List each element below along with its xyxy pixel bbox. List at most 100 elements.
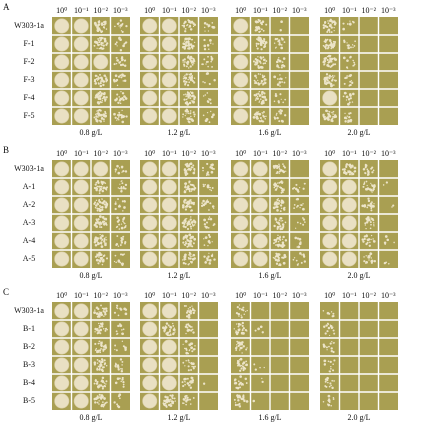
dilution-label: 10⁻² [93, 149, 108, 158]
colony [187, 40, 190, 44]
colony [257, 25, 260, 29]
colony [167, 396, 169, 398]
colony [98, 400, 100, 402]
concentration-label: 1.2 g/L [167, 271, 190, 280]
colony [209, 42, 212, 44]
colony [113, 79, 116, 83]
colony [239, 369, 242, 372]
colony [120, 241, 124, 244]
dilution-label: 10⁻² [93, 291, 108, 300]
colony [188, 253, 191, 256]
colony [181, 24, 184, 27]
spot [233, 161, 249, 177]
colony [105, 96, 108, 99]
spot [54, 197, 70, 213]
colony [327, 115, 330, 118]
colony [333, 57, 335, 60]
colony [245, 348, 248, 351]
colony [100, 117, 104, 120]
colony [372, 189, 374, 192]
colony [283, 166, 287, 169]
colony [332, 312, 335, 315]
colony [326, 47, 329, 50]
colony [187, 239, 190, 242]
colony [193, 77, 196, 79]
spot [161, 303, 177, 319]
colony [118, 119, 120, 121]
colony [105, 365, 108, 367]
colony [191, 38, 194, 41]
colony [101, 369, 104, 373]
colony [125, 115, 128, 118]
colony [165, 404, 168, 406]
colony [106, 328, 108, 331]
colony [93, 311, 96, 314]
spot [161, 72, 177, 88]
colony [273, 100, 276, 103]
colony [327, 403, 329, 405]
colony [276, 209, 279, 212]
colony [262, 82, 265, 86]
colony [278, 168, 281, 170]
colony [241, 324, 244, 328]
colony [123, 307, 127, 311]
colony [279, 85, 281, 87]
colony [98, 315, 101, 318]
colony [242, 367, 245, 370]
colony [264, 62, 267, 65]
colony [272, 256, 275, 259]
spot [341, 233, 357, 249]
colony [240, 364, 243, 367]
colony [189, 255, 192, 257]
colony [348, 115, 351, 119]
colony [333, 332, 336, 335]
dilution-label: 10⁻¹ [342, 149, 357, 158]
colony [98, 393, 101, 396]
spot [142, 72, 158, 88]
colony [99, 39, 101, 42]
colony [172, 400, 175, 403]
colony [241, 382, 244, 386]
colony [349, 74, 353, 77]
colony [97, 308, 100, 311]
colony [203, 58, 206, 61]
colony [234, 346, 238, 350]
colony [274, 37, 278, 41]
colony [121, 167, 123, 169]
colony [272, 242, 275, 245]
colony [98, 192, 101, 195]
colony [94, 74, 98, 78]
concentration-label: 0.8 g/L [79, 413, 102, 422]
colony [332, 76, 335, 79]
panel-letter: A [3, 2, 10, 12]
colony [94, 342, 97, 346]
colony [187, 103, 189, 106]
colony [279, 263, 282, 267]
dilution-label: 10⁰ [56, 291, 67, 300]
colony [370, 238, 372, 241]
colony [99, 109, 102, 112]
colony [351, 81, 354, 84]
colony [96, 220, 99, 222]
colony [265, 23, 268, 26]
colony [96, 362, 99, 364]
row-label: F-5 [23, 111, 34, 120]
colony [332, 113, 334, 115]
colony [192, 311, 195, 315]
colony [117, 368, 120, 371]
colony [282, 261, 286, 265]
colony [93, 44, 96, 47]
colony [353, 170, 357, 173]
colony [370, 257, 372, 259]
colony [346, 42, 348, 44]
colony [240, 367, 243, 370]
spot [142, 303, 158, 319]
colony [254, 82, 257, 85]
colony [324, 363, 326, 365]
colony [344, 120, 347, 123]
colony [332, 369, 335, 372]
colony [119, 19, 123, 22]
colony [189, 306, 191, 309]
colony [105, 189, 108, 191]
colony [120, 243, 122, 245]
